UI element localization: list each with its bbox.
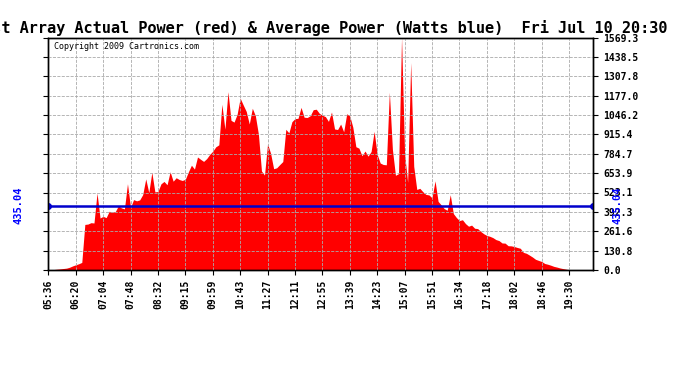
Text: 435.04: 435.04 — [613, 187, 623, 224]
Text: 435.04: 435.04 — [13, 187, 23, 224]
Text: Copyright 2009 Cartronics.com: Copyright 2009 Cartronics.com — [54, 42, 199, 51]
Title: West Array Actual Power (red) & Average Power (Watts blue)  Fri Jul 10 20:30: West Array Actual Power (red) & Average … — [0, 20, 668, 36]
